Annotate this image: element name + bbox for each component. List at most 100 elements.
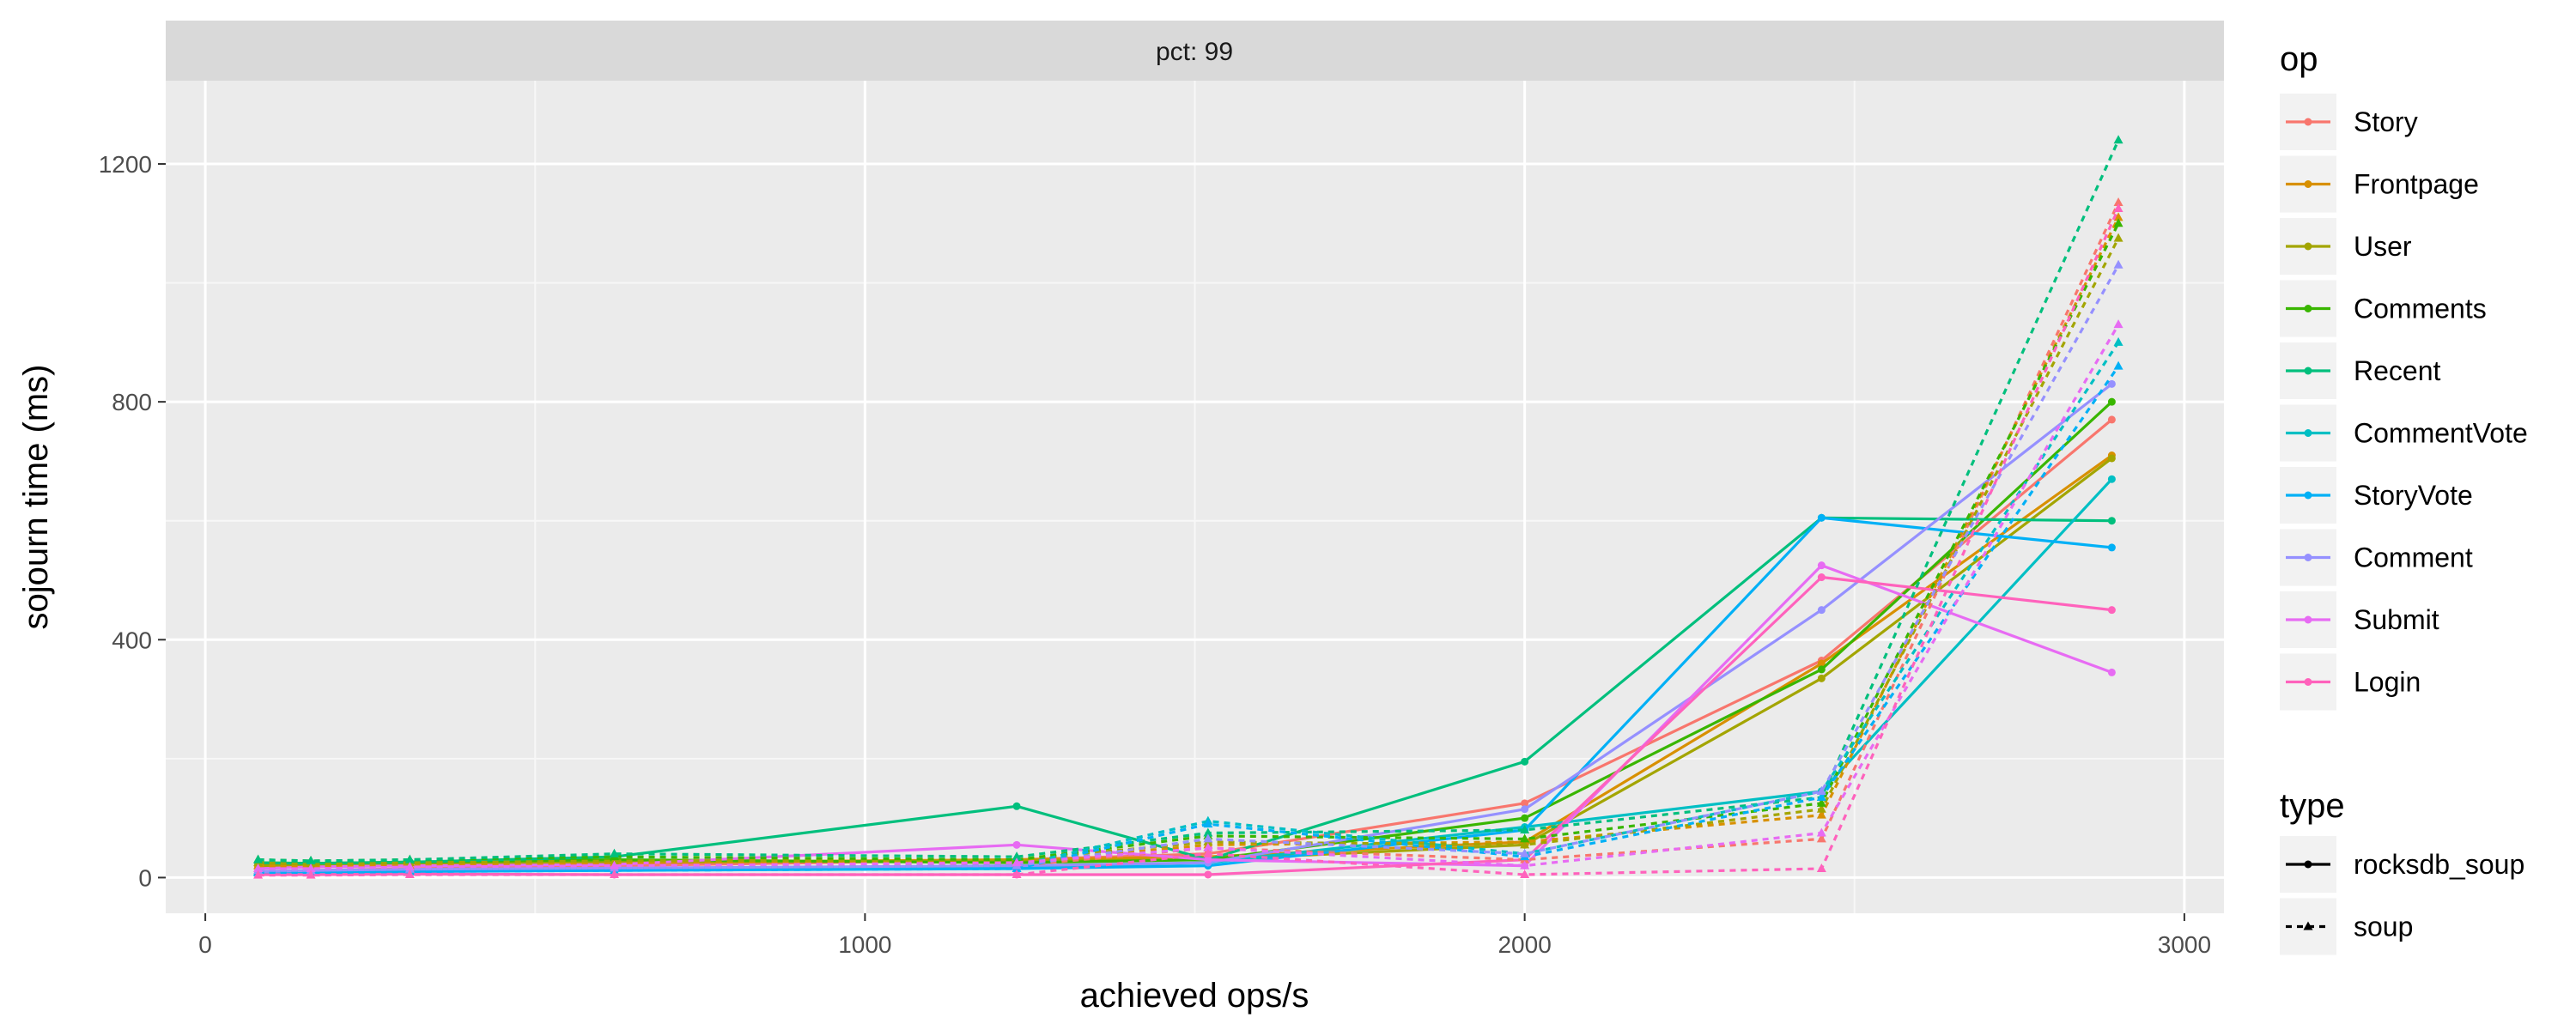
data-point bbox=[2107, 454, 2116, 463]
legend-entry-soup: soup bbox=[2280, 898, 2413, 955]
legend-key-point bbox=[2304, 491, 2312, 500]
data-point bbox=[2113, 212, 2123, 221]
data-point bbox=[609, 869, 619, 878]
legend-entry-rocksdb-soup: rocksdb_soup bbox=[2280, 836, 2524, 893]
legend-entry-user: User bbox=[2280, 218, 2412, 275]
legend-label: Comment bbox=[2354, 542, 2473, 573]
y-tick-label: 400 bbox=[112, 627, 152, 653]
legend-key-point bbox=[2303, 921, 2313, 930]
data-point bbox=[2107, 397, 2116, 406]
data-point bbox=[1520, 848, 1530, 857]
legend-title-op: op bbox=[2280, 40, 2318, 78]
data-point bbox=[1817, 561, 1826, 570]
data-point bbox=[1521, 757, 1529, 766]
data-point bbox=[1520, 839, 1530, 849]
x-axis: 0 1000 2000 3000 bbox=[198, 913, 2211, 958]
y-tick-label: 1200 bbox=[99, 151, 152, 178]
y-axis: 0 400 800 1200 bbox=[99, 151, 166, 891]
legend-entry-comment: Comment bbox=[2280, 529, 2473, 586]
data-point bbox=[609, 860, 619, 869]
legend-label: StoryVote bbox=[2354, 480, 2473, 511]
series-line bbox=[258, 216, 2120, 869]
series-user-soup bbox=[253, 233, 2123, 869]
data-point bbox=[1012, 802, 1021, 810]
data-point bbox=[1203, 819, 1213, 828]
data-point bbox=[609, 848, 619, 857]
series-line bbox=[258, 139, 2120, 863]
data-point bbox=[306, 863, 316, 873]
series-login-soup bbox=[253, 203, 2123, 879]
legend-label: Frontpage bbox=[2354, 169, 2479, 200]
data-point bbox=[2107, 606, 2116, 615]
legend-entry-story: Story bbox=[2280, 94, 2418, 150]
data-point bbox=[2113, 336, 2123, 346]
data-point bbox=[1204, 856, 1212, 864]
grid-major bbox=[166, 81, 2224, 913]
series-line bbox=[258, 202, 2120, 871]
legend-key-point bbox=[2304, 429, 2312, 437]
grid-minor bbox=[166, 81, 2224, 913]
data-point bbox=[2107, 415, 2116, 424]
data-point bbox=[1816, 833, 1826, 843]
legend-entry-storyvote: StoryVote bbox=[2280, 467, 2473, 524]
legend-entry-login: Login bbox=[2280, 653, 2421, 711]
series-line bbox=[258, 237, 2120, 866]
x-axis-title: achieved ops/s bbox=[1080, 977, 1309, 1015]
legend-key-point bbox=[2304, 118, 2312, 126]
data-point bbox=[1817, 659, 1826, 668]
data-point bbox=[1203, 827, 1213, 837]
legend-label: CommentVote bbox=[2354, 418, 2528, 449]
legend: op Story Frontpage User Comments Recent Commen… bbox=[2280, 40, 2528, 955]
y-tick-label: 800 bbox=[112, 389, 152, 415]
data-point bbox=[1816, 863, 1826, 873]
facet-strip-label: pct: 99 bbox=[1156, 38, 1233, 66]
legend-label: Recent bbox=[2354, 355, 2441, 386]
data-point bbox=[404, 854, 415, 863]
legend-label: soup bbox=[2354, 912, 2413, 942]
data-point bbox=[1203, 842, 1213, 851]
data-point bbox=[2113, 319, 2123, 329]
data-point bbox=[1817, 513, 1826, 522]
data-point bbox=[253, 863, 264, 873]
legend-key-point bbox=[2304, 615, 2312, 624]
data-point bbox=[1521, 814, 1529, 822]
legend-entry-frontpage: Frontpage bbox=[2280, 155, 2479, 213]
y-axis-title: sojourn time (ms) bbox=[17, 365, 55, 630]
data-point bbox=[1817, 674, 1826, 682]
legend-key-point bbox=[2304, 367, 2312, 375]
data-point bbox=[404, 861, 415, 870]
facet-strip bbox=[166, 21, 2224, 81]
series-recent-soup bbox=[253, 135, 2123, 865]
data-point bbox=[2107, 475, 2116, 483]
data-point bbox=[1521, 805, 1529, 814]
legend-key-point bbox=[2304, 678, 2312, 686]
series-line bbox=[258, 208, 2120, 877]
data-point bbox=[1520, 860, 1530, 869]
data-point bbox=[1012, 851, 1022, 861]
data-point bbox=[2113, 233, 2123, 242]
data-point bbox=[2113, 197, 2123, 207]
y-tick-label: 0 bbox=[138, 864, 152, 891]
data-point bbox=[2107, 517, 2116, 525]
data-point bbox=[1520, 833, 1530, 843]
legend-entry-submit: Submit bbox=[2280, 591, 2439, 648]
x-tick-label: 0 bbox=[198, 931, 212, 958]
data-point bbox=[1520, 869, 1530, 878]
data-point bbox=[2107, 543, 2116, 552]
data-point bbox=[1520, 825, 1530, 833]
data-point bbox=[253, 869, 264, 879]
data-point bbox=[1816, 809, 1826, 819]
data-point bbox=[1203, 848, 1213, 857]
legend-entry-comments: Comments bbox=[2280, 280, 2487, 337]
legend-label: rocksdb_soup bbox=[2354, 849, 2524, 880]
data-point bbox=[2113, 360, 2123, 370]
data-point bbox=[2107, 379, 2116, 388]
data-point bbox=[306, 856, 316, 865]
series-submit-soup bbox=[253, 319, 2123, 873]
legend-label: Login bbox=[2354, 667, 2421, 698]
legend-key-point bbox=[2304, 180, 2312, 188]
data-point bbox=[2113, 218, 2123, 227]
data-point bbox=[404, 869, 415, 878]
data-point bbox=[2107, 668, 2116, 676]
data-point bbox=[1816, 827, 1826, 837]
